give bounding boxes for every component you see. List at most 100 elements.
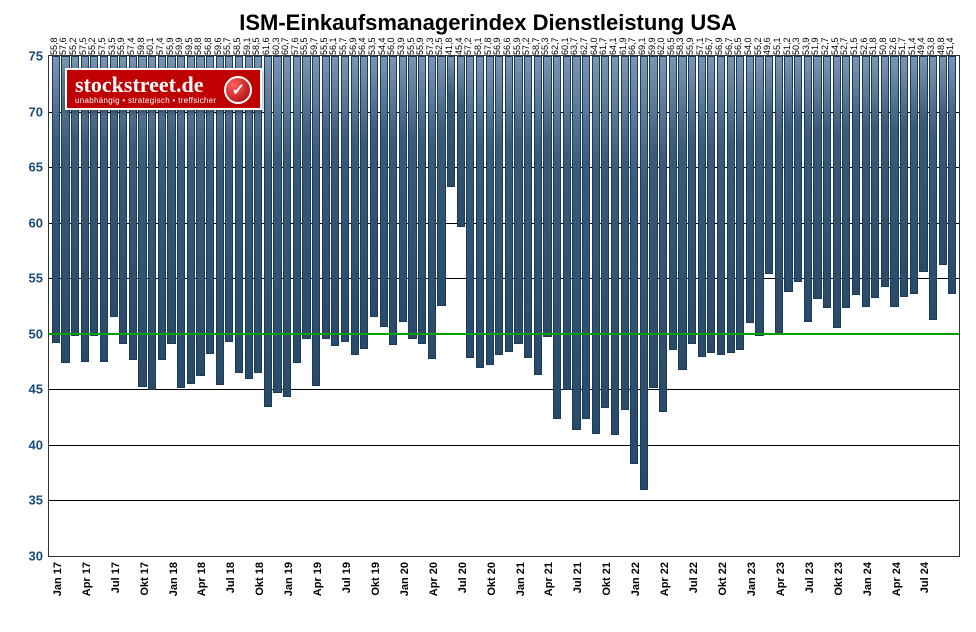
bar-value-label: 58,1 [473,37,483,55]
bar: 55,9 [514,56,522,344]
bar-wrap: 56,7 [726,56,736,556]
x-tick: Jan 18 [168,562,180,596]
bar-value-label: 69,1 [637,37,647,55]
bar-wrap: 63,7Jul 21 [572,56,582,556]
bar: 55,5 [408,56,416,339]
y-tick: 35 [29,493,43,508]
reference-line-50 [49,333,959,335]
logo-check-icon: ✓ [224,76,252,104]
x-tick: Okt 17 [139,562,151,596]
bar-value-label: 51,4 [945,37,955,55]
bar: 51,2 [784,56,792,292]
bar: 66,7 [630,56,638,464]
bar-wrap: 59,9 [176,56,186,556]
x-tick: Apr 21 [543,562,555,596]
x-tick: Okt 20 [486,562,498,596]
bar-wrap: 53,5Okt 19 [369,56,379,556]
bar: 56,7 [727,56,735,353]
x-tick: Okt 18 [254,562,266,596]
bar-wrap: 56,8 [205,56,215,556]
bar-wrap: 50,3 [793,56,803,556]
bar: 64,0 [592,56,600,434]
bar-wrap: 48,8 [938,56,948,556]
bar-value-label: 56,4 [357,37,367,55]
bar-wrap: 64,0 [591,56,601,556]
bar: 57,6 [293,56,301,363]
bar-wrap: 49,4Jul 24 [919,56,929,556]
bar-wrap: 62,7 [552,56,562,556]
bar-value-label: 50,3 [791,37,801,55]
bar-value-label: 55,9 [415,37,425,55]
bar-value-label: 51,7 [897,37,907,55]
bar: 60,1 [563,56,571,390]
bar: 56,9 [717,56,725,355]
x-tick: Jul 22 [688,562,700,593]
bar-value-label: 62,7 [550,37,560,55]
bar-value-label: 57,4 [126,37,136,55]
bar: 53,8 [929,56,937,320]
bar: 62,7 [582,56,590,419]
bar: 53,9 [399,56,407,322]
bar-wrap: 57,2 [523,56,533,556]
bar-value-label: 56,5 [733,37,743,55]
bar: 58,1 [476,56,484,368]
bar-wrap: 57,8Okt 20 [485,56,495,556]
bar: 58,7 [534,56,542,375]
bar-wrap: 53,9Jul 23 [803,56,813,556]
bar-value-label: 59,7 [309,37,319,55]
bar-wrap: 57,3Apr 20 [427,56,437,556]
bar-value-label: 50,8 [878,37,888,55]
bar-value-label: 49,6 [762,37,772,55]
bar: 56,6 [505,56,513,352]
bar-wrap: 50,8 [880,56,890,556]
bar: 57,2 [466,56,474,358]
logo-text: stockstreet.de [75,74,216,96]
bar-wrap: 55,7Jul 19 [340,56,350,556]
bar: 54,0 [746,56,754,323]
bar-value-label: 56,8 [203,37,213,55]
bar-wrap: 55,1Apr 23 [774,56,784,556]
x-tick: Jul 21 [572,562,584,593]
bar-value-label: 53,9 [396,37,406,55]
bar: 56,1 [331,56,339,346]
logo-tagline: unabhängig • strategisch • treffsicher [75,96,216,106]
bars-group: 55,8Jan 1757,655,257,5Apr 1755,257,553,5… [49,56,959,556]
bar-value-label: 51,5 [849,37,859,55]
bar: 56,9 [495,56,503,355]
bar-wrap: 56,0 [388,56,398,556]
bar-value-label: 52,5 [434,37,444,55]
bar-value-label: 56,6 [502,37,512,55]
bar-wrap: 51,2 [784,56,794,556]
bar-wrap: 45,4Jul 20 [456,56,466,556]
bar-value-label: 51,9 [810,37,820,55]
bar: 61,7 [601,56,609,408]
bar-wrap: 54,5Okt 23 [832,56,842,556]
bar-value-label: 58,5 [251,37,261,55]
bar-value-label: 49,4 [916,37,926,55]
bar: 52,7 [823,56,831,308]
y-tick: 70 [29,104,43,119]
bar-value-label: 55,1 [772,37,782,55]
y-tick: 50 [29,326,43,341]
bar-value-label: 57,5 [97,37,107,55]
bar-wrap: 57,4 [157,56,167,556]
x-tick: Apr 24 [891,562,903,596]
bar-value-label: 55,9 [116,37,126,55]
x-tick: Okt 21 [601,562,613,596]
bar-wrap: 51,4 [909,56,919,556]
bar-value-label: 52,7 [839,37,849,55]
bar-wrap: 51,4 [948,56,958,556]
bar-wrap: 55,9 [417,56,427,556]
bar-value-label: 41,8 [444,37,454,55]
bar: 52,6 [890,56,898,307]
bar: 55,5 [302,56,310,339]
bar-wrap: 66,7Jan 22 [629,56,639,556]
bar: 57,3 [428,56,436,359]
bar: 56,5 [736,56,744,350]
bar: 56,0 [389,56,397,345]
bar-wrap: 64,1 [610,56,620,556]
bar-value-label: 52,7 [820,37,830,55]
bar: 56,7 [707,56,715,353]
bar: 59,9 [649,56,657,388]
x-tick: Jan 22 [630,562,642,596]
